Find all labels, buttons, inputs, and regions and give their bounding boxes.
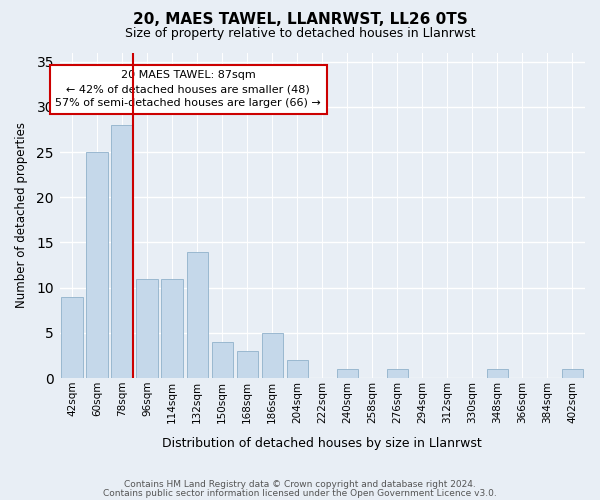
Text: Contains HM Land Registry data © Crown copyright and database right 2024.: Contains HM Land Registry data © Crown c… bbox=[124, 480, 476, 489]
Bar bbox=[287, 360, 308, 378]
Bar bbox=[562, 369, 583, 378]
Bar bbox=[86, 152, 107, 378]
Bar bbox=[187, 252, 208, 378]
Y-axis label: Number of detached properties: Number of detached properties bbox=[15, 122, 28, 308]
Bar bbox=[161, 278, 183, 378]
Bar bbox=[61, 297, 83, 378]
Text: Contains public sector information licensed under the Open Government Licence v3: Contains public sector information licen… bbox=[103, 489, 497, 498]
Bar bbox=[212, 342, 233, 378]
Bar bbox=[236, 351, 258, 378]
X-axis label: Distribution of detached houses by size in Llanrwst: Distribution of detached houses by size … bbox=[163, 437, 482, 450]
Bar bbox=[487, 369, 508, 378]
Text: 20, MAES TAWEL, LLANRWST, LL26 0TS: 20, MAES TAWEL, LLANRWST, LL26 0TS bbox=[133, 12, 467, 28]
Text: 20 MAES TAWEL: 87sqm
← 42% of detached houses are smaller (48)
57% of semi-detac: 20 MAES TAWEL: 87sqm ← 42% of detached h… bbox=[55, 70, 321, 108]
Bar bbox=[112, 125, 133, 378]
Text: Size of property relative to detached houses in Llanrwst: Size of property relative to detached ho… bbox=[125, 28, 475, 40]
Bar bbox=[136, 278, 158, 378]
Bar bbox=[386, 369, 408, 378]
Bar bbox=[262, 333, 283, 378]
Bar bbox=[337, 369, 358, 378]
